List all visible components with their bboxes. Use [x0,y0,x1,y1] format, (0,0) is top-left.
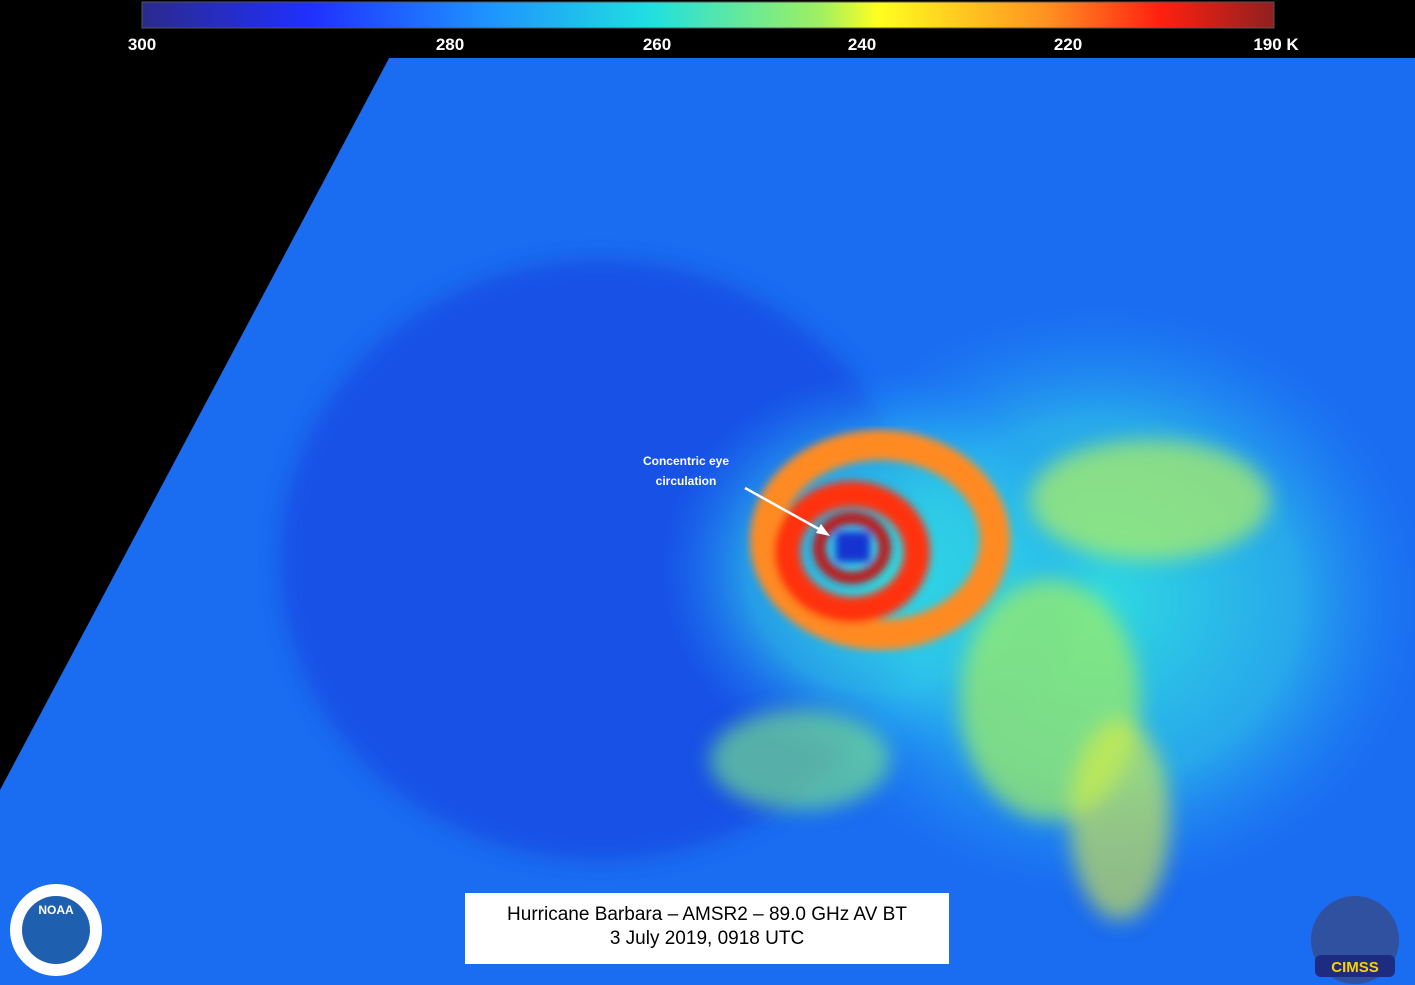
cimss-band [1315,955,1395,977]
annotation: Concentric eye [642,454,730,468]
colorbar-label: 280 [435,35,465,54]
noaa-logo-inner [22,896,90,964]
arrow-head [816,524,830,536]
subtitle: 3 July 2019, 0918 UTC [609,928,805,949]
annotation: circulation [655,474,717,488]
colorbar-label: 190 K [1253,35,1299,54]
title-box: Hurricane Barbara – AMSR2 – 89.0 GHz AV … [465,893,949,964]
colorbar-label: 240 [847,35,877,54]
label-backdrop [0,32,1415,58]
title: Hurricane Barbara – AMSR2 – 89.0 GHz AV … [507,904,907,925]
colorbar [141,1,1275,29]
colorbar-label: 300 [127,35,157,54]
no-data [0,0,420,790]
annotation-arrow [744,486,827,535]
rain-bands [710,440,1270,920]
eyewall [750,430,1010,650]
cimss-text: CIMSS [1331,959,1379,976]
colorbar-label: 220 [1053,35,1083,54]
colorbar-label: 260 [642,35,672,54]
noaa-text: NOAA [38,903,74,917]
